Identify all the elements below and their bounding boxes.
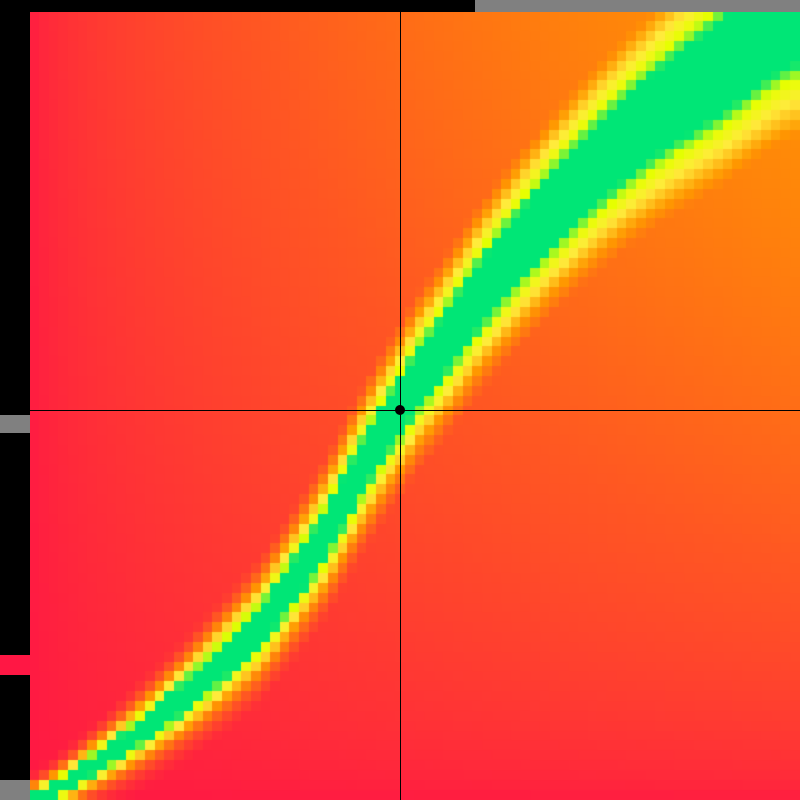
frame-left-grey-1 (0, 415, 30, 433)
origin-marker (395, 405, 405, 415)
frame-top-right-bar (475, 0, 800, 12)
frame-left-grey-2 (0, 780, 30, 800)
frame-top-left-bar (30, 0, 475, 12)
frame-left-column (0, 0, 30, 800)
x-axis-line (30, 410, 800, 411)
heatmap-canvas (30, 12, 800, 800)
frame-left-red-1 (0, 655, 30, 675)
chart-container (0, 0, 800, 800)
